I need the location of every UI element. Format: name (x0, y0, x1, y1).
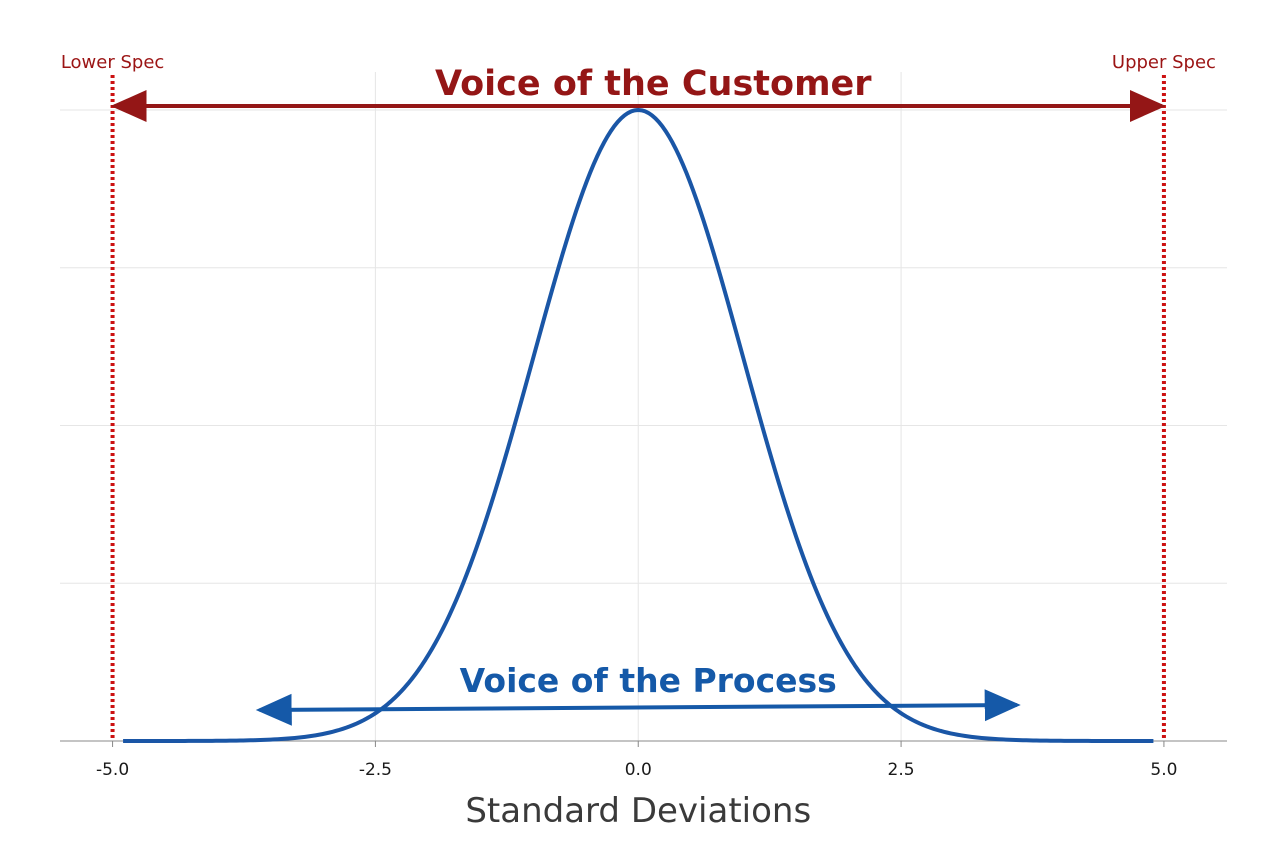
x-tick-label: 2.5 (888, 760, 915, 780)
x-tick-label: -2.5 (359, 760, 392, 780)
voice-of-process-arrow (255, 689, 1021, 726)
spec-limits: Lower Spec Upper Spec (61, 52, 1216, 741)
upper-spec-label: Upper Spec (1112, 52, 1216, 73)
voice-of-process: Voice of the Process (255, 661, 1021, 726)
lower-spec-label: Lower Spec (61, 52, 164, 73)
x-axis-ticks: -5.0 -2.5 0.0 2.5 5.0 (96, 741, 1177, 780)
x-tick-label: 5.0 (1150, 760, 1177, 780)
x-axis-label: Standard Deviations (465, 791, 811, 831)
x-tick-label: 0.0 (625, 760, 652, 780)
x-tick-label: -5.0 (96, 760, 129, 780)
voice-of-customer-label: Voice of the Customer (435, 64, 872, 104)
voice-of-customer: Voice of the Customer (110, 64, 1166, 122)
voice-of-process-label: Voice of the Process (460, 661, 837, 700)
grid (60, 72, 1227, 741)
